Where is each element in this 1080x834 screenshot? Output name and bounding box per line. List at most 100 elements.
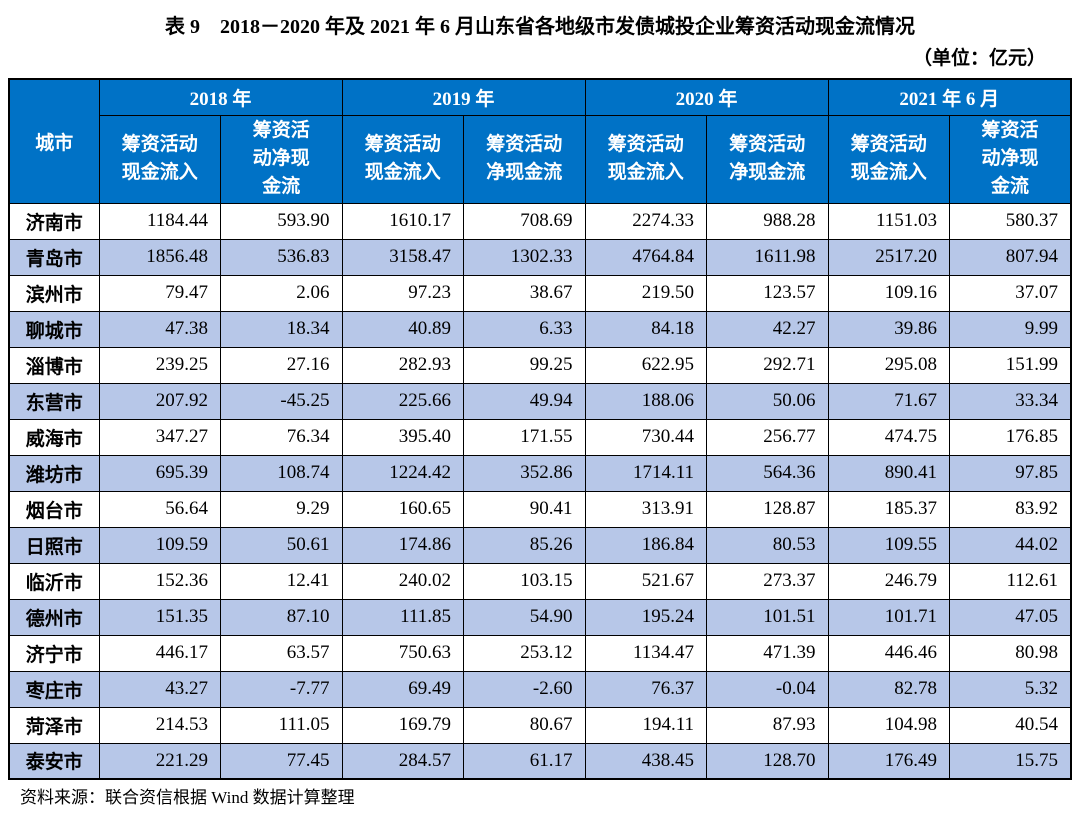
value-cell: 194.11 bbox=[584, 706, 707, 744]
value-cell: 730.44 bbox=[584, 418, 707, 456]
table-row: 淄博市 239.25 27.16 282.93 99.25 622.95 292.71 295… bbox=[8, 346, 1072, 384]
cash-inflow-header: 筹资活动 现金流入 bbox=[584, 114, 707, 204]
value-cell: 87.93 bbox=[706, 706, 829, 744]
unit-note: （单位：亿元） bbox=[912, 48, 1046, 69]
value-cell: 240.02 bbox=[341, 562, 464, 600]
value-cell: 109.16 bbox=[827, 274, 950, 312]
value-cell: 84.18 bbox=[584, 310, 707, 348]
value-cell: 87.10 bbox=[220, 598, 343, 636]
value-cell: 1224.42 bbox=[341, 454, 464, 492]
value-cell: 38.67 bbox=[463, 274, 586, 312]
value-cell: 47.05 bbox=[949, 598, 1072, 636]
value-cell: 82.78 bbox=[827, 670, 950, 708]
city-cell: 日照市 bbox=[8, 526, 100, 564]
table-row: 泰安市 221.29 77.45 284.57 61.17 438.45 128.70 176… bbox=[8, 742, 1072, 780]
value-cell: 195.24 bbox=[584, 598, 707, 636]
cash-inflow-header: 筹资活动 现金流入 bbox=[98, 114, 221, 204]
value-cell: 15.75 bbox=[949, 742, 1072, 780]
value-cell: 50.06 bbox=[706, 382, 829, 420]
value-cell: 593.90 bbox=[220, 202, 343, 240]
cash-inflow-header: 筹资活动 现金流入 bbox=[341, 114, 464, 204]
table-header: 城市 2018 年 2019 年 2020 年 2021 年 6 月筹资活动 现金流入筹… bbox=[8, 78, 1072, 204]
header-sub-row: 筹资活动 现金流入 筹资活 动净现 金流 筹资活动 现金流入 筹资活动 净现金流 筹资活… bbox=[9, 114, 1072, 204]
value-cell: 9.99 bbox=[949, 310, 1072, 348]
value-cell: 580.37 bbox=[949, 202, 1072, 240]
value-cell: 37.07 bbox=[949, 274, 1072, 312]
value-cell: 295.08 bbox=[827, 346, 950, 384]
value-cell: 174.86 bbox=[341, 526, 464, 564]
value-cell: 1714.11 bbox=[584, 454, 707, 492]
value-cell: 186.84 bbox=[584, 526, 707, 564]
value-cell: 1184.44 bbox=[98, 202, 221, 240]
value-cell: 47.38 bbox=[98, 310, 221, 348]
net-cashflow-header: 筹资活动 净现金流 bbox=[463, 114, 586, 204]
value-cell: 61.17 bbox=[463, 742, 586, 780]
value-cell: 185.37 bbox=[827, 490, 950, 528]
value-cell: 90.41 bbox=[463, 490, 586, 528]
value-cell: 44.02 bbox=[949, 526, 1072, 564]
value-cell: 108.74 bbox=[220, 454, 343, 492]
table-row: 东营市 207.92 -45.25 225.66 49.94 188.06 50.06 71.… bbox=[8, 382, 1072, 420]
value-cell: 18.34 bbox=[220, 310, 343, 348]
value-cell: 750.63 bbox=[341, 634, 464, 672]
value-cell: 188.06 bbox=[584, 382, 707, 420]
value-cell: 536.83 bbox=[220, 238, 343, 276]
value-cell: 207.92 bbox=[98, 382, 221, 420]
table-row: 枣庄市 43.27 -7.77 69.49 -2.60 76.37 -0.04 82.78 5.… bbox=[8, 670, 1072, 708]
value-cell: 219.50 bbox=[584, 274, 707, 312]
value-cell: 42.27 bbox=[706, 310, 829, 348]
value-cell: 1610.17 bbox=[341, 202, 464, 240]
city-cell: 济南市 bbox=[8, 202, 100, 240]
value-cell: 76.37 bbox=[584, 670, 707, 708]
value-cell: 80.67 bbox=[463, 706, 586, 744]
value-cell: -7.77 bbox=[220, 670, 343, 708]
value-cell: 239.25 bbox=[98, 346, 221, 384]
value-cell: 695.39 bbox=[98, 454, 221, 492]
value-cell: 171.55 bbox=[463, 418, 586, 456]
city-cell: 临沂市 bbox=[8, 562, 100, 600]
value-cell: 352.86 bbox=[463, 454, 586, 492]
value-cell: 253.12 bbox=[463, 634, 586, 672]
value-cell: 221.29 bbox=[98, 742, 221, 780]
value-cell: 5.32 bbox=[949, 670, 1072, 708]
value-cell: 104.98 bbox=[827, 706, 950, 744]
value-cell: 83.92 bbox=[949, 490, 1072, 528]
year-group-header: 2019 年 bbox=[341, 78, 586, 116]
value-cell: 128.87 bbox=[706, 490, 829, 528]
value-cell: 9.29 bbox=[220, 490, 343, 528]
value-cell: 1611.98 bbox=[706, 238, 829, 276]
city-cell: 淄博市 bbox=[8, 346, 100, 384]
table-row: 济南市 1184.44 593.90 1610.17 708.69 2274.33 988.… bbox=[8, 202, 1072, 240]
value-cell: 214.53 bbox=[98, 706, 221, 744]
city-cell: 泰安市 bbox=[8, 742, 100, 780]
table-row: 潍坊市 695.39 108.74 1224.42 352.86 1714.11 564.3… bbox=[8, 454, 1072, 492]
value-cell: 63.57 bbox=[220, 634, 343, 672]
value-cell: 246.79 bbox=[827, 562, 950, 600]
value-cell: 40.89 bbox=[341, 310, 464, 348]
value-cell: 12.41 bbox=[220, 562, 343, 600]
value-cell: 438.45 bbox=[584, 742, 707, 780]
value-cell: 69.49 bbox=[341, 670, 464, 708]
value-cell: 890.41 bbox=[827, 454, 950, 492]
value-cell: 256.77 bbox=[706, 418, 829, 456]
value-cell: 49.94 bbox=[463, 382, 586, 420]
value-cell: 1302.33 bbox=[463, 238, 586, 276]
value-cell: 395.40 bbox=[341, 418, 464, 456]
city-cell: 聊城市 bbox=[8, 310, 100, 348]
value-cell: 123.57 bbox=[706, 274, 829, 312]
cashflow-table: 城市 2018 年 2019 年 2020 年 2021 年 6 月筹资活动 现金流入筹… bbox=[8, 78, 1072, 780]
city-cell: 菏泽市 bbox=[8, 706, 100, 744]
value-cell: 176.49 bbox=[827, 742, 950, 780]
value-cell: 109.55 bbox=[827, 526, 950, 564]
table-row: 威海市 347.27 76.34 395.40 171.55 730.44 256.77 47… bbox=[8, 418, 1072, 456]
city-cell: 潍坊市 bbox=[8, 454, 100, 492]
value-cell: -45.25 bbox=[220, 382, 343, 420]
value-cell: 169.79 bbox=[341, 706, 464, 744]
table-row: 聊城市 47.38 18.34 40.89 6.33 84.18 42.27 39.86 9.9… bbox=[8, 310, 1072, 348]
value-cell: 988.28 bbox=[706, 202, 829, 240]
source-note: 资料来源：联合资信根据 Wind 数据计算整理 bbox=[20, 788, 355, 807]
value-cell: 1151.03 bbox=[827, 202, 950, 240]
value-cell: 471.39 bbox=[706, 634, 829, 672]
table-row: 烟台市 56.64 9.29 160.65 90.41 313.91 128.87 185.3… bbox=[8, 490, 1072, 528]
